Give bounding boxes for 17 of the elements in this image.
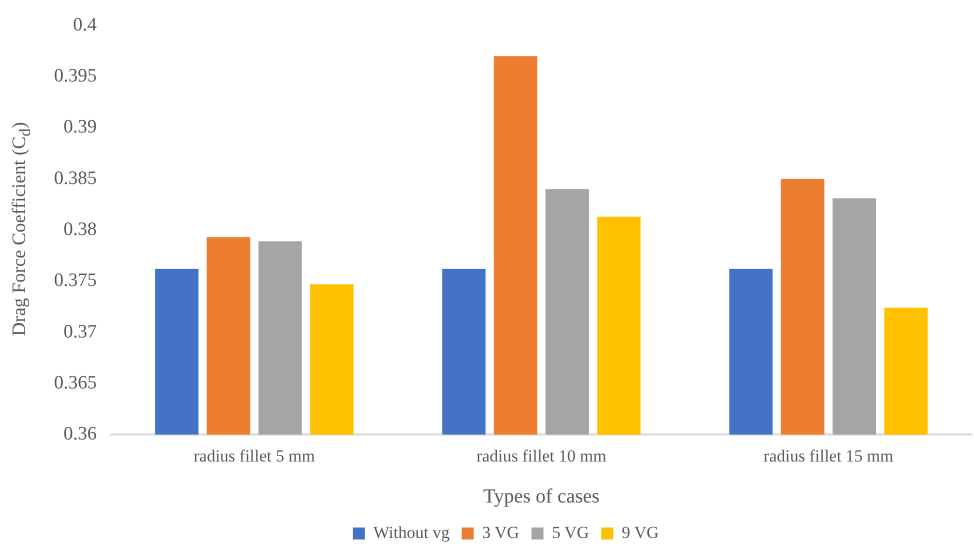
x-tick-label: radius fillet 10 mm <box>476 446 606 466</box>
y-tick-label: 0.38 <box>64 218 97 240</box>
x-axis-title: Types of cases <box>483 485 600 508</box>
legend-label: 3 VG <box>482 522 520 542</box>
y-tick-label: 0.39 <box>64 116 97 138</box>
x-tick-label: radius fillet 5 mm <box>194 446 315 466</box>
y-tick-label: 0.4 <box>73 14 98 36</box>
y-tick-label: 0.37 <box>64 321 97 342</box>
legend-label: 5 VG <box>552 522 589 542</box>
y-tick-label: 0.36 <box>64 424 97 445</box>
y-tick-label: 0.375 <box>54 270 97 292</box>
y-tick-label: 0.365 <box>54 372 97 394</box>
legend-label: Without vg <box>373 522 450 542</box>
x-tick-label: radius fillet 15 mm <box>764 446 894 466</box>
y-tick-label: 0.385 <box>54 168 97 189</box>
y-tick-label: 0.395 <box>54 66 97 87</box>
legend-label: 9 VG <box>622 522 659 542</box>
